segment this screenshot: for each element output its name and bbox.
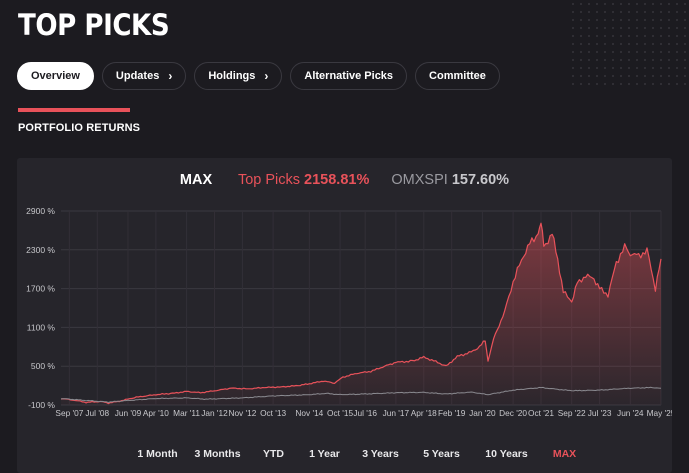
y-tick-label: 1100 % xyxy=(27,322,56,332)
range-button-3-years[interactable]: 3 Years xyxy=(362,448,399,460)
range-button-1-month[interactable]: 1 Month xyxy=(137,448,178,460)
nav-tab-label: Updates xyxy=(115,70,160,82)
x-tick-label: Feb '19 xyxy=(438,408,466,418)
page-title: TOP PICKS xyxy=(18,8,170,42)
x-tick-label: Apr '10 xyxy=(143,408,169,418)
x-tick-label: Nov '14 xyxy=(295,408,323,418)
x-tick-label: Jul '16 xyxy=(353,408,377,418)
chart-card: MAX Top Picks 2158.81% OMXSPI 157.60% -1… xyxy=(17,158,672,473)
decorative-dot-pattern xyxy=(569,0,689,90)
portfolio-name: Top Picks xyxy=(237,172,300,188)
y-tick-label: -100 % xyxy=(28,400,55,410)
range-button-ytd[interactable]: YTD xyxy=(263,448,284,460)
x-tick-label: Oct '13 xyxy=(260,408,286,418)
x-tick-label: Jun '09 xyxy=(115,408,142,418)
portfolio-return: 2158.81% xyxy=(304,172,370,188)
y-tick-label: 500 % xyxy=(31,361,56,371)
x-tick-label: Jul '23 xyxy=(588,408,612,418)
nav-tab-committee[interactable]: Committee xyxy=(415,62,500,90)
range-button-5-years[interactable]: 5 Years xyxy=(423,448,460,460)
x-tick-label: Apr '18 xyxy=(411,408,437,418)
nav-tab-overview[interactable]: Overview xyxy=(17,62,94,90)
x-tick-label: May '25 xyxy=(647,408,672,418)
top-picks-line xyxy=(60,222,662,405)
benchmark-name: OMXSPI xyxy=(391,172,448,188)
nav-tab-holdings[interactable]: Holdings › xyxy=(194,62,283,90)
benchmark-summary: OMXSPI 157.60% xyxy=(391,172,509,188)
top-navigation: Overview Updates › Holdings › Alternative Pic… xyxy=(17,62,500,90)
range-button-10-years[interactable]: 10 Years xyxy=(485,448,528,460)
chevron-right-icon: › xyxy=(264,69,269,83)
section-accent-bar xyxy=(18,108,130,112)
x-tick-label: Sep '07 xyxy=(55,408,83,418)
nav-tab-label: Alternative Picks xyxy=(304,70,394,82)
y-tick-label: 2900 % xyxy=(26,206,55,216)
portfolio-summary: Top Picks 2158.81% xyxy=(238,172,369,188)
returns-line-chart[interactable]: -100 % 500 % 1100 % 1700 % 2300 % 2900 % Sep '… xyxy=(17,158,672,443)
nav-tab-label: Holdings xyxy=(208,70,256,82)
nav-tab-updates[interactable]: Updates › xyxy=(101,62,187,90)
nav-tab-label: Committee xyxy=(429,70,486,82)
summary-range: MAX xyxy=(179,172,213,188)
x-tick-label: Jun '17 xyxy=(383,408,410,418)
x-tick-label: Jan '12 xyxy=(201,408,228,418)
x-tick-label: Jul '08 xyxy=(85,408,109,418)
y-tick-label: 1700 % xyxy=(26,284,55,294)
range-button-max[interactable]: MAX xyxy=(552,448,577,460)
x-tick-label: Oct '15 xyxy=(327,408,353,418)
x-tick-label: Nov '12 xyxy=(228,408,256,418)
range-button-1-year[interactable]: 1 Year xyxy=(309,448,340,460)
nav-tab-label: Overview xyxy=(31,70,80,82)
x-tick-label: Mar '11 xyxy=(173,408,200,418)
omxspi-line xyxy=(60,386,662,403)
top-picks-area xyxy=(61,223,661,405)
x-tick-label: Oct '21 xyxy=(528,408,554,418)
x-tick-label: Jan '20 xyxy=(469,408,496,418)
x-tick-label: Dec '20 xyxy=(499,408,527,418)
time-range-selector: 1 Month 3 Months YTD 1 Year 3 Years 5 Years 10… xyxy=(17,446,672,462)
x-tick-label: Jun '24 xyxy=(617,408,644,418)
benchmark-return: 157.60% xyxy=(451,172,510,188)
x-tick-label: Sep '22 xyxy=(558,408,586,418)
range-button-3-months[interactable]: 3 Months xyxy=(194,448,241,460)
returns-summary: MAX Top Picks 2158.81% OMXSPI 157.60% xyxy=(17,172,672,188)
chevron-right-icon: › xyxy=(168,69,173,83)
nav-tab-alternative-picks[interactable]: Alternative Picks xyxy=(290,62,408,90)
y-tick-label: 2300 % xyxy=(26,245,55,255)
section-title: PORTFOLIO RETURNS xyxy=(18,122,141,134)
